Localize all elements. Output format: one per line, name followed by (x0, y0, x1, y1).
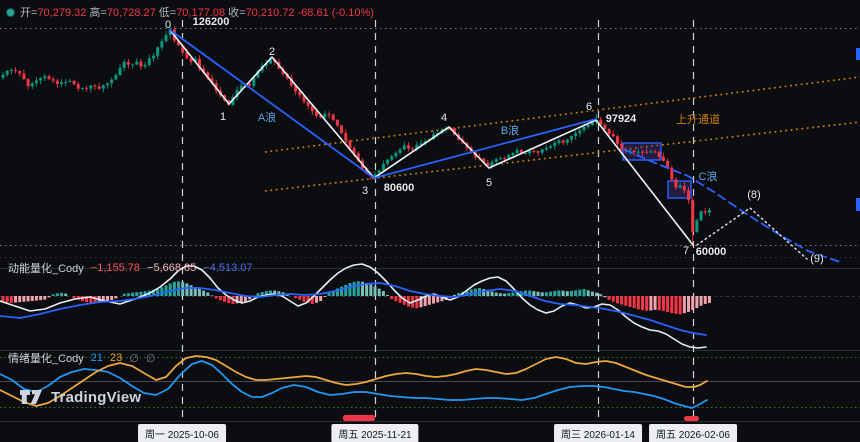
wave-label-0: 0 (164, 19, 172, 31)
date-label-3: 周三 2026-01-14 (554, 424, 642, 442)
price-label-126200: 126200 (192, 16, 230, 28)
indicator1-value1: −1,155.78 (90, 262, 141, 274)
axis-highlight-layer (343, 48, 860, 421)
tradingview-logo-text: TradingView (51, 389, 142, 406)
wave-label-8: (8) (747, 189, 761, 201)
elliott-lines (169, 29, 844, 264)
indicator2-legend: 情绪量化_Cody 21 23 ∅ ∅ (8, 350, 155, 366)
open-label: 开= (20, 7, 38, 19)
indicator2-value1: 21 (90, 352, 104, 364)
crosshair-vlines (181, 20, 695, 421)
indicator1-value3: −4,513.07 (203, 262, 253, 274)
indicator1-legend: 动能量化_Cody −1,155.78 −5,668.85 −4,513.07 (8, 260, 253, 276)
zone-label-0: A浪 (257, 112, 277, 124)
wave-label-6: 6 (585, 101, 593, 113)
price-label-97924: 97924 (605, 113, 637, 125)
close-label: 收= (228, 7, 246, 19)
change-value: -68.61 (-0.10%) (297, 7, 374, 19)
price-label-60000: 60000 (695, 246, 727, 258)
ascending-channel-lines (264, 76, 860, 192)
wave-label-3: 3 (361, 185, 369, 197)
wave-label-9: (9) (810, 253, 824, 265)
indicator1-layer (0, 263, 711, 349)
indicator2-value2: 23 (110, 352, 123, 364)
wave-label-1: 1 (219, 111, 227, 123)
zone-label-1: B浪 (500, 125, 520, 137)
wave-label-7: 7 (682, 245, 690, 257)
date-label-2: 周五 2025-11-21 (331, 424, 419, 442)
consolidation-boxes (622, 142, 692, 199)
zone-label-2: C浪 (698, 171, 718, 183)
ohlc-legend: 开=70,279.32 高=70,728.27 低=70,177.08 收=70,21… (6, 4, 374, 20)
wave-label-4: 4 (440, 112, 448, 124)
low-value: 70,177.08 (176, 7, 226, 19)
wave-label-5: 5 (485, 177, 493, 189)
series-toggle-dot[interactable] (6, 7, 15, 17)
zone-label-3: 上升通道 (676, 114, 720, 126)
high-label: 高= (89, 7, 107, 19)
gridlines-layer (0, 28, 860, 422)
tradingview-logo[interactable]: TradingView (20, 389, 141, 406)
date-label-4: 周五 2026-02-06 (649, 424, 737, 442)
indicator1-title[interactable]: 动能量化_Cody (8, 263, 84, 275)
tradingview-logo-icon (20, 389, 42, 404)
open-value: 70,279.32 (37, 7, 87, 19)
wave-label-2: 2 (268, 46, 276, 58)
indicator2-title[interactable]: 情绪量化_Cody (8, 353, 84, 365)
date-label-1: 周一 2025-10-06 (138, 424, 226, 442)
indicator1-value2: −5,668.85 (147, 262, 197, 274)
low-label: 低= (158, 7, 177, 19)
indicator2-null2: ∅ (145, 352, 156, 365)
candles-layer (1, 25, 711, 246)
indicator2-null1: ∅ (129, 352, 139, 365)
high-value: 70,728.27 (106, 7, 156, 19)
close-value: 70,210.72 (245, 7, 295, 19)
price-label-80600: 80600 (383, 182, 415, 194)
indicator2-layer (0, 355, 708, 409)
